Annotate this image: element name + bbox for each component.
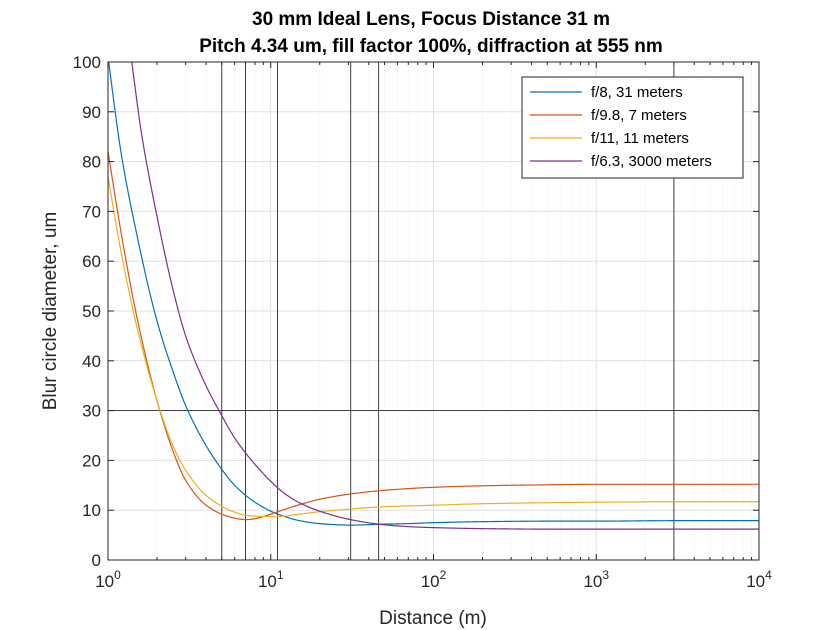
y-tick-label: 80 <box>82 153 101 172</box>
series-lines <box>108 62 759 530</box>
y-tick-label: 100 <box>73 53 101 72</box>
y-tick-label: 0 <box>92 551 101 570</box>
y-tick-label: 10 <box>82 501 101 520</box>
y-tick-label: 50 <box>82 302 101 321</box>
legend-entry: f/11, 11 meters <box>591 130 689 147</box>
grid <box>107 61 760 561</box>
y-tick-label: 30 <box>82 402 101 421</box>
series-line-3 <box>108 176 759 518</box>
legend: f/8, 31 meters f/9.8, 7 meters f/11, 11 me… <box>521 76 744 179</box>
legend-entry: f/8, 31 meters <box>591 84 683 101</box>
y-tick-label: 20 <box>82 451 101 470</box>
y-axis-label: Blur circle diameter, um <box>40 212 61 411</box>
legend-entry: f/6.3, 3000 meters <box>591 153 712 170</box>
series-line-1 <box>108 62 759 526</box>
x-tick-label: 104 <box>746 568 772 591</box>
x-tick-label: 100 <box>95 568 121 591</box>
x-tick-label: 101 <box>258 568 284 591</box>
legend-entry: f/9.8, 7 meters <box>591 107 687 124</box>
chart-subtitle: Pitch 4.34 um, fill factor 100%, diffrac… <box>199 36 663 57</box>
x-axis-label: Distance (m) <box>379 608 487 629</box>
series-line-2 <box>108 151 759 521</box>
axis-ticks: 0 10 20 30 40 50 60 70 80 90 100 100 101 102 103 104 <box>73 53 772 591</box>
y-tick-label: 70 <box>82 202 101 221</box>
x-tick-label: 102 <box>421 568 447 591</box>
y-tick-label: 40 <box>82 352 101 371</box>
series-line-4 <box>131 62 759 530</box>
chart-title: 30 mm Ideal Lens, Focus Distance 31 m <box>252 9 610 30</box>
x-tick-label: 103 <box>583 568 609 591</box>
y-tick-label: 90 <box>82 103 101 122</box>
y-tick-label: 60 <box>82 252 101 271</box>
